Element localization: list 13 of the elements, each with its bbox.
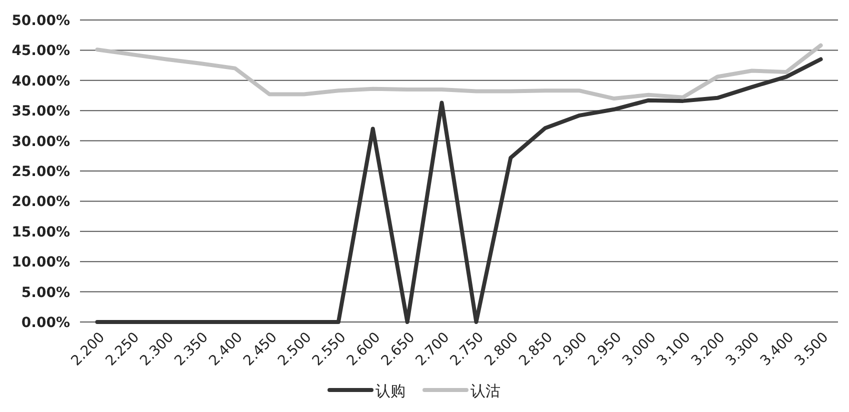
y-tick-label: 45.00%	[12, 43, 70, 60]
y-tick-label: 40.00%	[12, 73, 70, 90]
y-tick-label: 35.00%	[12, 104, 70, 120]
y-tick-label: 5.00%	[21, 284, 70, 301]
y-tick-label: 20.00%	[12, 194, 70, 210]
legend-label: 认沽	[470, 382, 500, 400]
y-tick-label: 25.00%	[12, 164, 70, 180]
y-tick-label: 30.00%	[12, 134, 70, 150]
legend-label: 认购	[376, 382, 406, 400]
y-tick-label: 15.00%	[12, 224, 70, 240]
y-tick-label: 10.00%	[12, 254, 70, 271]
y-tick-label: 50.00%	[12, 13, 70, 29]
y-tick-label: 0.00%	[21, 315, 70, 331]
